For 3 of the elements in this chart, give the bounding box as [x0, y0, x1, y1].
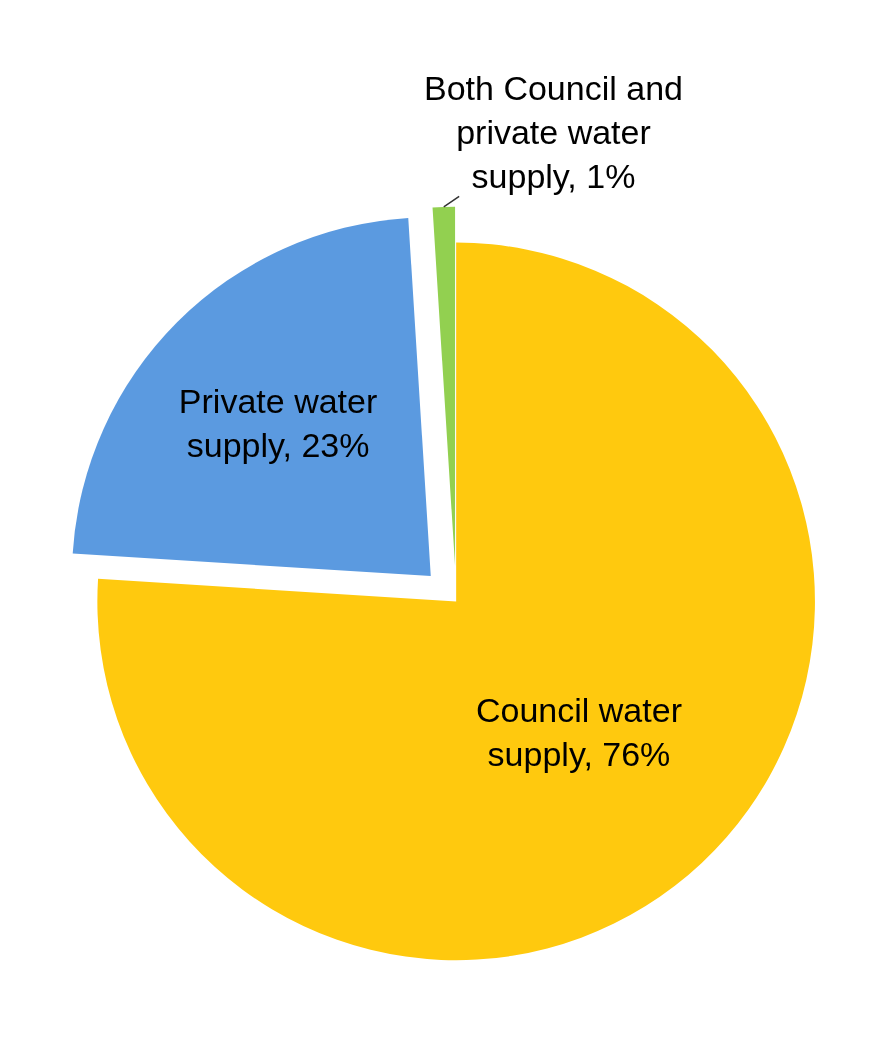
- slice-label: Council water supply, 76%: [475, 691, 682, 774]
- slice-label: Private water supply, 23%: [178, 382, 378, 465]
- slice-label: Both Council and private water supply, 1%: [424, 69, 683, 196]
